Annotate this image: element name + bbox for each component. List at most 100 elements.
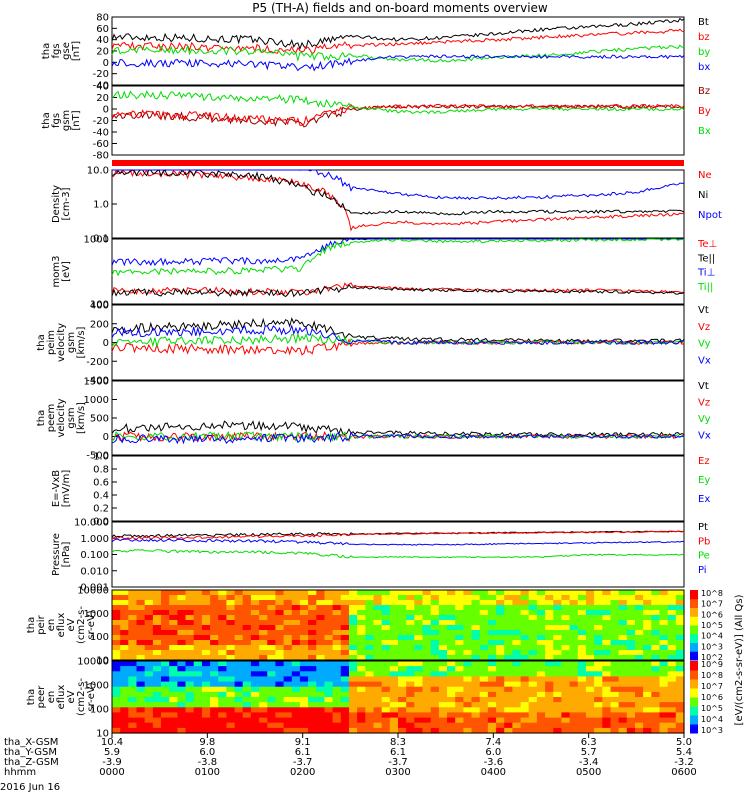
spec-cell: [193, 691, 203, 698]
legend-by: by: [698, 47, 710, 58]
spec-cell: [569, 610, 579, 616]
spec-cell: [594, 681, 603, 688]
spec-cell: [512, 635, 522, 641]
spec-cell: [373, 676, 383, 683]
spec-cell: [651, 630, 661, 636]
spec-cell: [471, 717, 481, 724]
spec-cell: [602, 661, 612, 667]
spec-cell: [536, 712, 546, 719]
spec-cell: [357, 702, 366, 708]
spec-cell: [447, 702, 456, 708]
spec-cell: [463, 655, 473, 661]
spec-cell: [626, 650, 636, 656]
panel-frame: [111, 455, 685, 522]
y-tick-label: 0.2: [93, 504, 109, 515]
spec-cell: [193, 671, 203, 677]
spec-cell: [675, 620, 685, 626]
y-tick-label: 10000: [77, 657, 109, 668]
spec-cell: [226, 650, 236, 656]
spec-cell: [234, 650, 244, 656]
spec-cell: [618, 707, 628, 713]
ylabel-line: eflux: [56, 613, 67, 638]
spec-cell: [487, 722, 497, 729]
spec-cell: [365, 650, 375, 656]
spec-cell: [185, 630, 195, 636]
spec-cell: [201, 661, 211, 667]
ylabel-line: tha: [36, 334, 47, 350]
spec-cell: [406, 691, 415, 698]
spec-cell: [299, 676, 309, 683]
spec-cell: [528, 707, 538, 713]
spec-cell: [340, 676, 350, 683]
spec-cell: [291, 671, 301, 677]
spec-cell: [626, 625, 636, 631]
spec-cell: [659, 666, 669, 672]
spec-cell: [234, 727, 244, 734]
spec-cell: [659, 645, 669, 651]
spec-cell: [128, 625, 138, 631]
spec-cell: [210, 590, 219, 596]
spec-cell: [659, 691, 669, 698]
spec-cell: [112, 697, 121, 703]
x-tick-label: -3.7: [293, 757, 313, 768]
colorbar-tick: 10^7: [701, 600, 723, 609]
spec-cell: [373, 702, 383, 708]
spec-cell: [242, 676, 252, 683]
spec-cell: [177, 595, 187, 601]
spec-cell: [161, 661, 170, 667]
spec-cell: [561, 640, 571, 646]
spec-cell: [283, 615, 293, 621]
spec-cell: [161, 620, 170, 626]
spec-cell: [675, 722, 685, 729]
spec-cell: [618, 645, 628, 651]
spec-cell: [340, 610, 350, 616]
spec-cell: [512, 727, 522, 734]
spec-cell: [479, 691, 489, 698]
spec-cell: [259, 661, 268, 667]
legend-Vt: Vt: [698, 381, 709, 392]
spec-cell: [340, 635, 350, 641]
spec-cell: [577, 635, 587, 641]
spec-cell: [161, 707, 170, 713]
spec-cell: [667, 590, 677, 596]
spec-cell: [667, 640, 677, 646]
spec-cell: [651, 645, 661, 651]
spec-cell: [381, 717, 391, 724]
spec-cell: [430, 625, 440, 631]
spec-cell: [487, 671, 497, 677]
spec-cell: [487, 707, 497, 713]
spec-cell: [594, 605, 603, 611]
spec-cell: [152, 666, 162, 672]
spec-cell: [349, 645, 358, 651]
spec-cell: [267, 645, 277, 651]
spec-cell: [414, 676, 424, 683]
spec-cell: [438, 610, 448, 616]
spec-cell: [250, 712, 260, 719]
spec-cell: [438, 691, 448, 698]
spec-cell: [381, 595, 391, 601]
spec-cell: [324, 697, 334, 703]
panel-frame: [111, 16, 685, 86]
spec-cell: [250, 625, 260, 631]
spec-cell: [487, 681, 497, 688]
spec-cell: [112, 650, 121, 656]
spec-cell: [250, 590, 260, 596]
spec-cell: [193, 590, 203, 596]
spec-cell: [520, 640, 530, 646]
spec-cell: [193, 600, 203, 606]
spec-cell: [259, 615, 268, 621]
date-label: 2016 Jun 16: [0, 782, 60, 793]
spec-cell: [626, 697, 636, 703]
spec-cell: [406, 686, 415, 693]
spec-cell: [120, 691, 129, 698]
spec-cell: [357, 640, 366, 646]
spec-cell: [528, 630, 538, 636]
spec-cell: [332, 640, 342, 646]
spec-cell: [496, 630, 505, 636]
spec-cell: [349, 722, 358, 729]
spec-cell: [569, 681, 579, 688]
spec-cell: [569, 712, 579, 719]
spec-cell: [536, 610, 546, 616]
spec-cell: [201, 620, 211, 626]
spec-cell: [626, 590, 636, 596]
